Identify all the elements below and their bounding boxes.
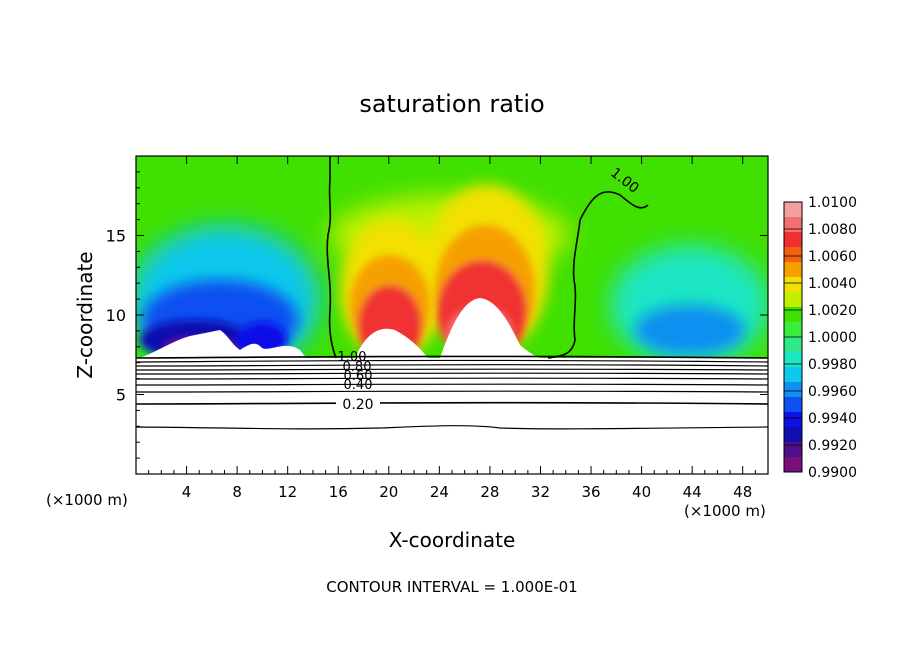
colorbar-cell (784, 412, 802, 428)
x-units-left: (×1000 m) (46, 491, 128, 509)
x-tick-label: 4 (182, 483, 192, 501)
heatmap-field (136, 156, 768, 358)
blue-zone-right (635, 305, 745, 355)
colorbar-tick-label: 0.9920 (808, 438, 857, 454)
contour-label: 1.00 (338, 350, 367, 365)
colorbar-cell (784, 367, 802, 383)
colorbar-cell (784, 397, 802, 413)
contour-label-backdrop (336, 397, 380, 411)
colorbar-tick-label: 1.0080 (808, 222, 857, 238)
colorbar-cell (784, 352, 802, 368)
x-tick-label: 16 (329, 483, 348, 501)
x-tick-label: 12 (278, 483, 297, 501)
y-axis-label: Z-coordinate (73, 251, 97, 378)
x-tick-label: 40 (632, 483, 651, 501)
colorbar-cell (784, 307, 802, 323)
contour-line (135, 359, 769, 363)
colorbar-cell (784, 217, 802, 233)
chart-title: saturation ratio (359, 90, 544, 118)
colorbar-tick-label: 0.9940 (808, 411, 857, 427)
contour-line-0-40 (135, 383, 769, 386)
contour-line (135, 372, 769, 375)
colorbar: 1.0100 1.0080 1.0060 1.0040 1.0020 1.0000 0.99… (783, 195, 857, 481)
contour-line-1-00 (547, 191, 649, 359)
contour-line-0-60 (135, 377, 769, 380)
contour-label: 0.80 (343, 360, 372, 375)
colorbar-cell (784, 202, 802, 218)
colorbar-cell (784, 232, 802, 248)
colorbar-cell (784, 262, 802, 278)
x-axis-label: X-coordinate (389, 528, 516, 552)
x-tick-label: 36 (581, 483, 600, 501)
x-units-right: (×1000 m) (684, 502, 766, 520)
colorbar-tick-label: 0.9960 (808, 384, 857, 400)
colorbar-cell (784, 277, 802, 293)
x-tick-label: 48 (733, 483, 752, 501)
colorbar-cell (784, 337, 802, 353)
cloud-base-gap (440, 298, 540, 358)
colorbar-tick-labels: 1.0100 1.0080 1.0060 1.0040 1.0020 1.0000 0.99… (784, 195, 857, 481)
colorbar-tick-label: 1.0020 (808, 303, 857, 319)
cloud-base-gap (140, 330, 306, 358)
plot-area: 1.00 1.00 0.80 0.60 0.40 0.20 (135, 155, 769, 475)
contour-line-1-00 (135, 355, 769, 359)
contour-line-0-80 (135, 368, 769, 371)
x-tick-label: 28 (480, 483, 499, 501)
contour-interval-note: CONTOUR INTERVAL = 1.000E-01 (326, 578, 577, 596)
contour-label: 0.40 (344, 378, 373, 393)
colorbar-tick-label: 1.0060 (808, 249, 857, 265)
colorbar-cell (784, 382, 802, 398)
contour-line (135, 425, 769, 430)
contour-line (135, 364, 769, 367)
x-tick-label: 32 (531, 483, 550, 501)
contour-line-1-00 (326, 156, 337, 359)
x-axis-ticks: 4 8 12 16 20 24 28 32 36 40 44 48 (148, 156, 756, 501)
x-tick-label: 8 (232, 483, 242, 501)
colorbar-tick-label: 0.9900 (808, 465, 857, 481)
contour-line-0-20 (135, 401, 769, 405)
colorbar-cell (784, 322, 802, 338)
contour-label: 0.60 (344, 369, 373, 384)
colorbar-tick-label: 1.0000 (808, 330, 857, 346)
colorbar-cell (784, 292, 802, 308)
y-axis-ticks: 5 10 15 (106, 171, 768, 459)
x-tick-label: 24 (430, 483, 449, 501)
contour-label: 0.20 (342, 397, 373, 413)
colorbar-tick-label: 1.0100 (808, 195, 857, 211)
y-tick-label: 10 (106, 306, 126, 325)
x-tick-label: 44 (683, 483, 702, 501)
colorbar-cell (784, 247, 802, 263)
colorbar-cell (784, 457, 802, 473)
colorbar-cell (784, 442, 802, 458)
x-tick-label: 20 (379, 483, 398, 501)
colorbar-cells (784, 202, 802, 473)
colorbar-cell (784, 427, 802, 443)
colorbar-tick-label: 0.9980 (808, 357, 857, 373)
contour-lines (135, 156, 769, 430)
y-tick-label: 15 (106, 227, 126, 246)
cloud-base-gap (355, 328, 428, 358)
colorbar-tick-label: 1.0040 (808, 276, 857, 292)
y-tick-label: 5 (116, 386, 126, 405)
contour-line (135, 390, 769, 393)
